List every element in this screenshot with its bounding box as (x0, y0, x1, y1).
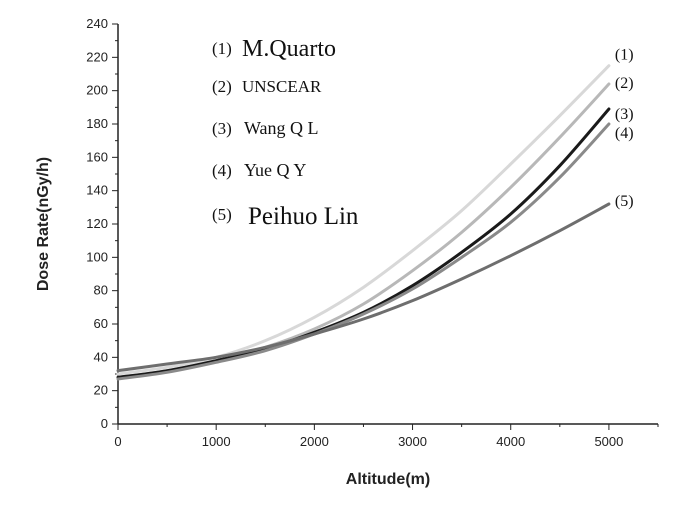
y-tick-label: 100 (86, 249, 108, 264)
series-line-2 (116, 82, 611, 379)
x-tick-label: 2000 (300, 434, 329, 449)
series-line-1 (116, 64, 611, 376)
y-tick-label: 140 (86, 183, 108, 198)
plot-area: 0 1000 2000 3000 4000 5000 0 20 40 60 80 100 120 140… (86, 16, 659, 449)
x-tick-label: 3000 (398, 434, 427, 449)
legend-item-5-num: (5) (212, 205, 232, 224)
y-tick-label: 240 (86, 16, 108, 31)
legend-item-1-name: M.Quarto (242, 36, 336, 62)
legend-item-2-name: UNSCEAR (242, 77, 322, 96)
y-tick-label: 0 (101, 416, 108, 431)
y-tick-label: 120 (86, 216, 108, 231)
y-tick-label: 20 (94, 383, 108, 398)
x-tick-label: 4000 (496, 434, 525, 449)
x-tick-label: 0 (114, 434, 121, 449)
curve-label-5: (5) (615, 193, 634, 210)
y-tick-label: 80 (94, 283, 108, 298)
series-line-5 (116, 202, 611, 373)
y-tick-label: 180 (86, 116, 108, 131)
legend-item-5-name: Peihuo Lin (248, 203, 359, 230)
legend: (1) M.Quarto (2) UNSCEAR (3) Wang Q L (4… (212, 36, 359, 230)
legend-item-4-name: Yue Q Y (244, 160, 306, 180)
y-tick-label: 220 (86, 49, 108, 64)
x-axis-title: Altitude(m) (346, 471, 430, 488)
y-tick-label: 40 (94, 349, 108, 364)
curve-labels: (1) (2) (3) (4) (5) (615, 47, 634, 210)
curve-label-2: (2) (615, 75, 634, 92)
legend-item-4-num: (4) (212, 161, 232, 180)
series-line-3 (116, 107, 611, 379)
curve-label-4: (4) (615, 125, 634, 142)
curve-label-1: (1) (615, 47, 634, 64)
y-axis-title: Dose Rate(nGy/h) (35, 157, 52, 291)
legend-item-3-name: Wang Q L (244, 118, 319, 138)
x-tick-label: 5000 (594, 434, 623, 449)
y-tick-label: 200 (86, 83, 108, 98)
legend-item-1-num: (1) (212, 39, 232, 58)
x-tick-label: 1000 (202, 434, 231, 449)
series-line-4 (116, 122, 611, 381)
y-ticks: 0 20 40 60 80 100 120 140 160 180 200 220 240 (86, 16, 118, 431)
legend-item-3-num: (3) (212, 119, 232, 138)
curve-label-3: (3) (615, 106, 634, 123)
legend-item-2-num: (2) (212, 77, 232, 96)
y-tick-label: 160 (86, 149, 108, 164)
y-tick-label: 60 (94, 316, 108, 331)
x-ticks: 0 1000 2000 3000 4000 5000 (114, 424, 659, 449)
series-lines (116, 64, 611, 381)
